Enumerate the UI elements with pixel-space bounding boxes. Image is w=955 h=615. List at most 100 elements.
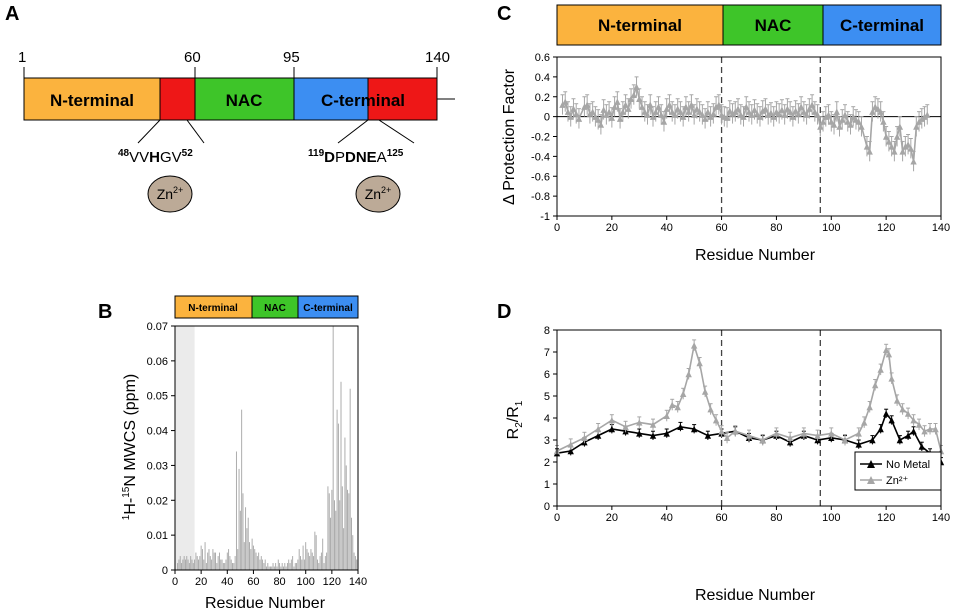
d-y-tick-label: 3 (544, 435, 550, 447)
c-point (841, 111, 849, 118)
c-point (611, 103, 618, 110)
b-x-tick-label: 140 (349, 576, 367, 588)
d-point (622, 423, 629, 430)
b-bar (318, 563, 320, 570)
c-point (616, 115, 624, 122)
b-bar (218, 552, 220, 570)
b-bar (272, 563, 274, 570)
c-point (608, 114, 616, 121)
b-bar (243, 542, 245, 570)
d-point (915, 421, 923, 428)
c-point (674, 105, 681, 112)
d-point (899, 406, 906, 413)
b-bar (256, 556, 258, 570)
c-point (800, 108, 808, 115)
d-point (882, 346, 890, 353)
d-point (866, 403, 873, 411)
band-c-c-terminal-label: C-terminal (840, 16, 924, 35)
d-point (608, 417, 616, 424)
b-bar (264, 559, 266, 570)
c-point (795, 110, 802, 117)
d-x-tick-label: 100 (822, 512, 840, 524)
zinc-ion-2-label: Zn2+ (365, 185, 392, 202)
b-x-tick-label: 100 (297, 576, 315, 588)
b-bar (280, 566, 282, 570)
domain-nac (194, 77, 295, 121)
zinc-ion-1 (147, 175, 193, 213)
c-point (858, 123, 865, 130)
b-bar (293, 566, 295, 570)
c-point (745, 108, 753, 115)
d-point (690, 342, 698, 349)
c-point (641, 108, 648, 115)
d-point (674, 403, 681, 411)
d-point (904, 432, 912, 439)
c-x-tick-label: 120 (877, 222, 895, 234)
d-series-line (556, 345, 942, 452)
c-point (828, 118, 835, 125)
c-point (625, 105, 632, 112)
b-bar (238, 468, 240, 570)
c-point (921, 113, 928, 120)
d-point (649, 432, 657, 439)
b-x-tick-label: 80 (273, 576, 285, 588)
b-bar (310, 549, 312, 570)
d-point (581, 434, 588, 441)
c-point (699, 111, 706, 118)
d-point (921, 428, 928, 435)
b-bar (352, 535, 354, 570)
c-point (874, 105, 882, 112)
b-bar (224, 563, 226, 570)
d-y-tick-label: 0 (544, 501, 550, 513)
domain-label-nac: NAC (226, 91, 263, 110)
b-bar (183, 556, 185, 570)
c-point (570, 105, 577, 112)
b-bar (327, 486, 329, 570)
b-bar (284, 563, 286, 570)
b-bar (279, 563, 281, 570)
b-bar (313, 556, 315, 570)
c-point (586, 110, 594, 117)
b-bar (229, 556, 231, 570)
c-point (754, 110, 761, 117)
b-bar (237, 549, 239, 570)
c-point (877, 108, 884, 115)
c-point (567, 113, 574, 120)
b-bar (252, 545, 254, 570)
c-point (690, 111, 698, 118)
c-x-tick-label: 20 (606, 222, 618, 234)
band-c-nac (722, 4, 824, 46)
band-b-c-terminal (297, 295, 359, 319)
b-bar (195, 552, 197, 570)
b-bar (349, 388, 351, 570)
band-c-n-terminal (556, 4, 724, 46)
c-y-tick-label: 0.4 (535, 72, 550, 84)
c-point (899, 148, 906, 155)
c-point (833, 108, 840, 115)
d-point (869, 436, 876, 444)
d-point (882, 410, 890, 417)
motif-2-sequence: 119DPDNEPA125 (308, 148, 404, 166)
b-bar (276, 566, 278, 570)
d-point (669, 401, 676, 408)
b-bar (233, 563, 235, 570)
c-point (581, 103, 588, 110)
b-bar (249, 542, 250, 570)
ruler-label-60: 60 (184, 49, 201, 66)
d-x-tick-label: 0 (554, 512, 560, 524)
c-point (671, 111, 679, 118)
d-point (594, 425, 602, 433)
c-point (759, 107, 766, 114)
b-bar (203, 559, 205, 570)
c-y-tick-label: -0.4 (531, 151, 550, 163)
b-bar (222, 563, 224, 570)
c-point (630, 91, 637, 98)
c-point (778, 106, 786, 113)
c-y-tick-label: 0.2 (535, 92, 550, 104)
c-point (723, 114, 731, 121)
panel-c-chart: N-terminal NAC C-terminal 0 20 40 60 80 100 12… (501, 4, 950, 264)
b-y-tick-label: 0.04 (147, 426, 168, 438)
d-y-tick-label: 2 (544, 457, 550, 469)
d-point (732, 428, 739, 435)
b-y-tick-label: 0.03 (147, 460, 168, 472)
